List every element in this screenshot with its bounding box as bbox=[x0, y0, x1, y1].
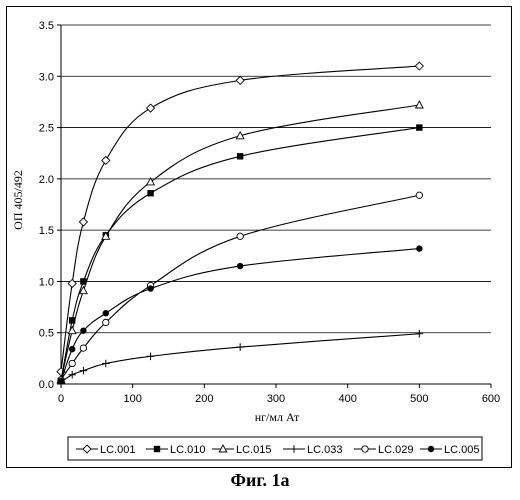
series-lc-001 bbox=[57, 62, 423, 376]
y-tick-label: 0.5 bbox=[39, 328, 54, 340]
line-chart: 0.0 0.5 1.0 1.5 2.0 2.5 3.0 3.5 0 100 200 300 400 500… bbox=[0, 0, 520, 470]
data-point bbox=[416, 330, 424, 338]
data-point bbox=[80, 345, 86, 351]
x-axis-label: нг/мл Ат bbox=[255, 410, 300, 424]
legend-label: LC.029 bbox=[378, 444, 413, 456]
data-point bbox=[79, 218, 87, 226]
legend-label: LC.033 bbox=[307, 444, 342, 456]
y-tick-label: 2.5 bbox=[39, 123, 54, 135]
data-point bbox=[236, 76, 244, 84]
y-tick-label: 1.5 bbox=[39, 225, 54, 237]
data-point bbox=[237, 153, 243, 159]
data-point bbox=[416, 124, 422, 130]
y-tick-label: 0.0 bbox=[39, 379, 54, 391]
series-line-lc-001 bbox=[61, 66, 419, 372]
legend-marker bbox=[428, 446, 434, 452]
data-point bbox=[236, 343, 244, 351]
x-tick-label: 0 bbox=[58, 393, 64, 405]
data-point bbox=[68, 327, 76, 334]
legend-label: LC.001 bbox=[100, 444, 135, 456]
axes bbox=[57, 25, 491, 388]
y-tick-label: 1.0 bbox=[39, 276, 54, 288]
legend-marker bbox=[154, 446, 160, 452]
data-point bbox=[69, 360, 75, 366]
data-point bbox=[147, 190, 153, 196]
x-tick-label: 100 bbox=[123, 393, 141, 405]
data-point bbox=[103, 310, 109, 316]
tick-labels: 0.0 0.5 1.0 1.5 2.0 2.5 3.0 3.5 0 100 200 300 400 500… bbox=[39, 20, 500, 405]
data-point bbox=[80, 367, 88, 375]
series-lc-015 bbox=[57, 101, 423, 383]
series-lc-033 bbox=[57, 330, 423, 386]
data-point bbox=[237, 233, 243, 239]
data-point bbox=[69, 346, 75, 352]
data-point bbox=[68, 371, 76, 379]
x-tick-label: 500 bbox=[410, 393, 428, 405]
y-axis-label: ОП 405/492 bbox=[11, 170, 25, 230]
series-line-lc-033 bbox=[61, 334, 419, 382]
data-point bbox=[147, 353, 155, 361]
data-point bbox=[416, 101, 424, 108]
data-point bbox=[415, 62, 423, 70]
series-line-lc-010 bbox=[61, 128, 419, 381]
x-tick-label: 400 bbox=[338, 393, 356, 405]
legend: LC.001 LC.010 LC.015 LC.033 LC.029 LC.005 bbox=[68, 437, 482, 460]
y-tick-label: 2.0 bbox=[39, 174, 54, 186]
data-point bbox=[416, 192, 422, 198]
data-point bbox=[416, 245, 422, 251]
legend-marker bbox=[362, 446, 368, 452]
data-point bbox=[237, 263, 243, 269]
x-tick-label: 300 bbox=[267, 393, 285, 405]
data-point bbox=[103, 319, 109, 325]
data-point bbox=[147, 285, 153, 291]
series-lines bbox=[57, 62, 423, 386]
x-tick-label: 200 bbox=[195, 393, 213, 405]
data-point bbox=[102, 360, 110, 368]
legend-label: LC.015 bbox=[236, 444, 271, 456]
series-lc-029 bbox=[58, 192, 423, 383]
data-point bbox=[80, 327, 86, 333]
y-tick-label: 3.5 bbox=[39, 20, 54, 32]
data-point bbox=[68, 279, 76, 287]
y-tick-label: 3.0 bbox=[39, 71, 54, 83]
legend-label: LC.005 bbox=[444, 444, 479, 456]
data-point bbox=[58, 378, 64, 384]
legend-label: LC.010 bbox=[170, 444, 205, 456]
figure-caption: Фиг. 1а bbox=[0, 470, 520, 491]
data-point bbox=[102, 156, 110, 164]
gridlines bbox=[61, 25, 491, 333]
series-lc-005 bbox=[58, 245, 423, 384]
data-point bbox=[147, 104, 155, 112]
x-tick-label: 600 bbox=[482, 393, 500, 405]
